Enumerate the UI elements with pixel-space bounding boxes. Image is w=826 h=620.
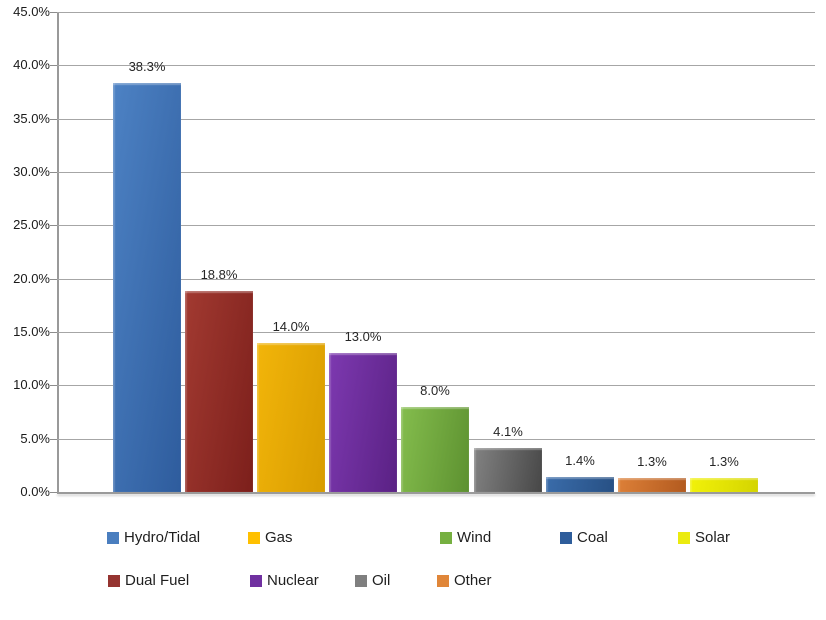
legend-marker-dual-fuel — [108, 575, 120, 587]
legend-label-gas: Gas — [265, 529, 293, 546]
bar-value-label-oil: 4.1% — [493, 424, 523, 439]
y-axis-tick — [50, 439, 57, 440]
gridline — [57, 385, 815, 386]
y-axis-tick — [50, 172, 57, 173]
legend-label-oil: Oil — [372, 572, 391, 589]
y-axis-tick — [50, 225, 57, 226]
bar-value-label-coal: 1.4% — [565, 453, 595, 468]
legend-label-coal: Coal — [577, 529, 608, 546]
bar-dual-fuel — [185, 291, 253, 492]
legend-label-solar: Solar — [695, 529, 731, 546]
y-axis-tick — [50, 279, 57, 280]
y-axis-tick-label: 35.0% — [13, 111, 50, 126]
bar-hydro-tidal — [113, 83, 181, 492]
bar-solar — [690, 478, 758, 492]
y-axis-tick-label: 5.0% — [20, 431, 50, 446]
gridline — [57, 172, 815, 173]
y-axis-tick — [50, 65, 57, 66]
legend-item-other: Other — [437, 572, 492, 590]
legend-label-wind: Wind — [457, 529, 492, 546]
legend-item-gas: Gas — [248, 529, 293, 547]
legend-item-hydro-tidal: Hydro/Tidal — [107, 529, 200, 547]
y-axis-tick — [50, 385, 57, 386]
legend-label-other: Other — [454, 572, 492, 589]
y-axis-tick-label: 0.0% — [20, 484, 50, 499]
legend-label-nuclear: Nuclear — [267, 572, 319, 589]
bar-oil — [474, 448, 542, 492]
y-axis-tick-label: 25.0% — [13, 217, 50, 232]
y-axis-tick — [50, 119, 57, 120]
bar-coal — [546, 477, 614, 492]
legend-item-nuclear: Nuclear — [250, 572, 319, 590]
legend-marker-oil — [355, 575, 367, 587]
legend-marker-hydro-tidal — [107, 532, 119, 544]
gridline — [57, 65, 815, 66]
gridline — [57, 279, 815, 280]
y-axis-tick-label: 10.0% — [13, 377, 50, 392]
legend-item-wind: Wind — [440, 529, 491, 547]
bar-value-label-solar: 1.3% — [709, 454, 739, 469]
y-axis-tick — [50, 492, 57, 493]
legend-item-coal: Coal — [560, 529, 608, 547]
y-axis-tick — [50, 332, 57, 333]
gridline — [57, 12, 815, 13]
bar-value-label-dual-fuel: 18.8% — [200, 267, 238, 282]
bar-value-label-wind: 8.0% — [420, 383, 450, 398]
bar-gas — [257, 343, 325, 492]
gridline — [57, 225, 815, 226]
bar-value-label-nuclear: 13.0% — [344, 329, 382, 344]
gridline — [57, 119, 815, 120]
legend-marker-nuclear — [250, 575, 262, 587]
y-axis-tick-label: 20.0% — [13, 271, 50, 286]
y-axis-tick-label: 45.0% — [13, 4, 50, 19]
legend-marker-solar — [678, 532, 690, 544]
y-axis-tick-label: 40.0% — [13, 57, 50, 72]
legend-label-dual-fuel: Dual Fuel — [125, 572, 190, 589]
legend-marker-wind — [440, 532, 452, 544]
bar-value-label-gas: 14.0% — [272, 319, 310, 334]
legend-marker-gas — [248, 532, 260, 544]
bar-other — [618, 478, 686, 492]
bar-value-label-other: 1.3% — [637, 454, 667, 469]
gridline — [57, 332, 815, 333]
x-axis-baseline — [57, 492, 815, 494]
legend-label-hydro-tidal: Hydro/Tidal — [124, 529, 201, 546]
legend-item-solar: Solar — [678, 529, 730, 547]
y-axis-tick-label: 30.0% — [13, 164, 50, 179]
y-axis-tick-label: 15.0% — [13, 324, 50, 339]
y-axis-line — [57, 12, 59, 494]
legend-item-dual-fuel: Dual Fuel — [108, 572, 189, 590]
legend-marker-other — [437, 575, 449, 587]
legend-marker-coal — [560, 532, 572, 544]
legend-item-oil: Oil — [355, 572, 390, 590]
bar-wind — [401, 407, 469, 492]
y-axis-tick — [50, 12, 57, 13]
bar-nuclear — [329, 353, 397, 492]
bar-value-label-hydro-tidal: 38.3% — [128, 59, 166, 74]
